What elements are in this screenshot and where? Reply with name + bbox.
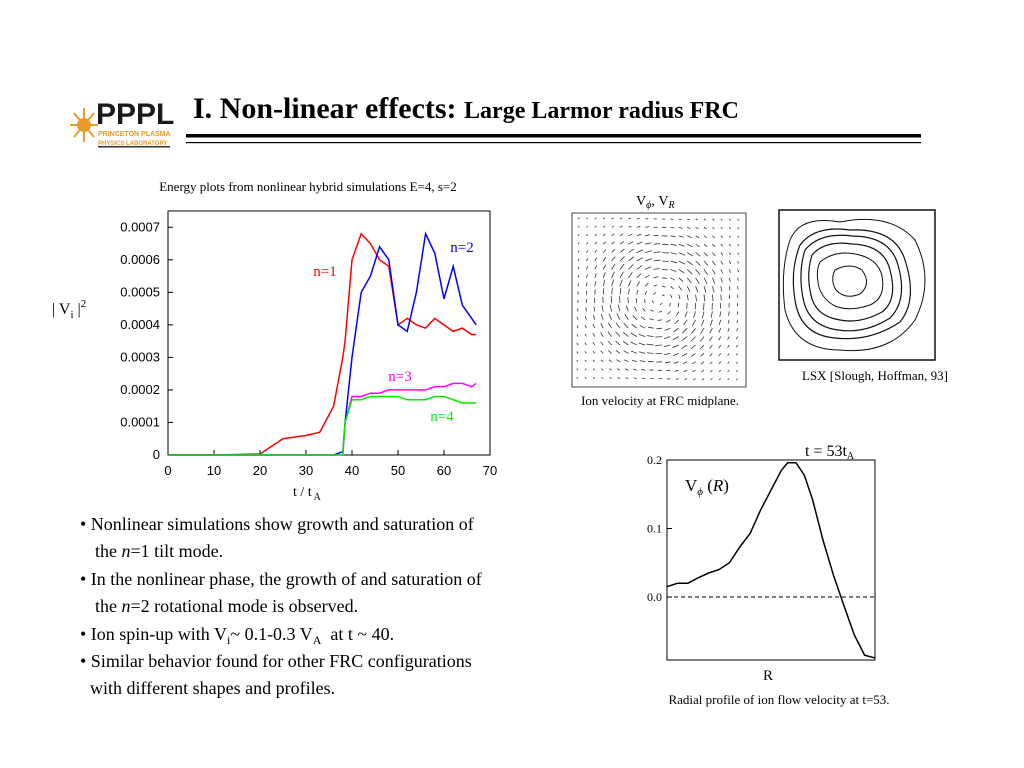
series-label: n=4 [430, 409, 454, 425]
text-run: • In the nonlinear phase, the growth of … [80, 569, 482, 589]
y-label-part: | [74, 301, 81, 318]
x-label-sub: A [314, 492, 322, 503]
y-tick-label: 0.0004 [120, 317, 160, 332]
logo-line: PRINCETON PLASMA [98, 131, 171, 138]
y-label-part: | V [52, 301, 71, 318]
annotation-part: R [712, 476, 724, 495]
annotation-part: V [685, 476, 698, 495]
y-tick-label: 0.1 [647, 521, 662, 535]
label-part: V [636, 194, 646, 209]
chart-caption: Radial profile of ion flow velocity at t… [668, 692, 889, 707]
label-sub: ϕ [646, 200, 651, 211]
y-tick-label: 0.0002 [120, 382, 160, 397]
y-tick-label: 0.2 [647, 453, 662, 467]
x-tick-label: 30 [299, 463, 313, 478]
x-tick-label: 70 [483, 463, 497, 478]
annotation-part: ( [703, 476, 713, 495]
y-tick-label: 0.0003 [120, 349, 160, 364]
text-run: the [95, 541, 122, 561]
title: I. Non-linear effects: Large Larmor radi… [193, 92, 739, 125]
series-label: n=2 [450, 240, 473, 256]
y-label-sup: 2 [81, 298, 87, 310]
label-part: , V [651, 194, 668, 209]
annotation-part: t = 53t [805, 443, 847, 460]
text-sub: i [227, 633, 231, 647]
text-run: • Ion spin-up with V [80, 624, 227, 644]
series-line [168, 395, 477, 456]
text-run: ~ 0.1-0.3 V [230, 624, 312, 644]
contour-figure [778, 209, 936, 361]
bullet-line: the n=2 rotational mode is observed. [95, 596, 358, 616]
y-tick-label: 0.0 [647, 590, 662, 604]
bullet-line: • Ion spin-up with Vi~ 0.1-0.3 VA at t ~… [80, 624, 394, 647]
text-run: the [95, 596, 122, 616]
text-run: =2 rotational mode is observed. [131, 596, 359, 616]
vector-frame [571, 212, 747, 388]
series-label: n=3 [388, 369, 411, 385]
annotation-sub: ϕ [697, 486, 703, 498]
text-run: at t ~ 40. [321, 624, 394, 644]
bullet-line: • Nonlinear simulations show growth and … [80, 514, 474, 534]
series-label: n=1 [313, 264, 336, 280]
text-run: • Similar behavior found for other FRC c… [80, 651, 472, 671]
x-label-part: t / t [293, 485, 312, 500]
annotation-part: ) [723, 476, 729, 495]
rule [186, 134, 921, 138]
y-tick-label: 0.0001 [120, 414, 160, 429]
rule [186, 142, 921, 144]
x-tick-label: 0 [164, 463, 171, 478]
x-tick-label: 50 [391, 463, 405, 478]
annotation-sub: A [847, 451, 855, 462]
figure-caption: Ion velocity at FRC midplane. [581, 393, 739, 408]
title-sub: Large Larmor radius FRC [464, 98, 739, 124]
title-main: I. Non-linear effects: [193, 92, 457, 125]
bullet-line: • In the nonlinear phase, the growth of … [80, 569, 482, 589]
x-tick-label: 40 [345, 463, 359, 478]
bullet-list: • Nonlinear simulations show growth and … [80, 514, 482, 698]
x-label: R [763, 668, 773, 684]
text-run: with different shapes and profiles. [90, 678, 335, 698]
text-sub: A [313, 633, 322, 647]
text-run: n [122, 541, 131, 561]
annotation: t = 53tA [805, 443, 855, 462]
chart-title: Energy plots from nonlinear hybrid simul… [159, 179, 457, 194]
series-line [168, 232, 477, 456]
bullet-line: with different shapes and profiles. [90, 678, 335, 698]
text-run: =1 tilt mode. [131, 541, 224, 561]
text-run: • Nonlinear simulations show growth and … [80, 514, 474, 534]
x-tick-label: 20 [253, 463, 267, 478]
x-tick-label: 10 [207, 463, 221, 478]
figure-caption: LSX [Slough, Hoffman, 93] [802, 368, 948, 383]
logo-line: PHYSICS LABORATORY [98, 141, 168, 147]
plot-frame [666, 459, 876, 661]
series-line [666, 461, 876, 659]
label-sub: R [667, 200, 674, 211]
text-run: n [122, 596, 131, 616]
figure-label: Vϕ, VR [636, 194, 675, 211]
y-tick-label: 0.0007 [120, 219, 160, 234]
y-label: | Vi |2 [52, 298, 86, 321]
annotation: Vϕ (R) [685, 476, 729, 498]
logo-text: PPPL [96, 98, 174, 131]
y-tick-label: 0 [153, 447, 160, 462]
y-tick-label: 0.0005 [120, 284, 160, 299]
bullet-line: the n=1 tilt mode. [95, 541, 223, 561]
vector-field [576, 217, 740, 381]
y-tick-label: 0.0006 [120, 252, 160, 267]
x-tick-label: 60 [437, 463, 451, 478]
bullet-line: • Similar behavior found for other FRC c… [80, 651, 472, 671]
y-label-sub: i [70, 309, 73, 321]
logo: PPPL PRINCETON PLASMA PHYSICS LABORATORY [70, 98, 174, 148]
